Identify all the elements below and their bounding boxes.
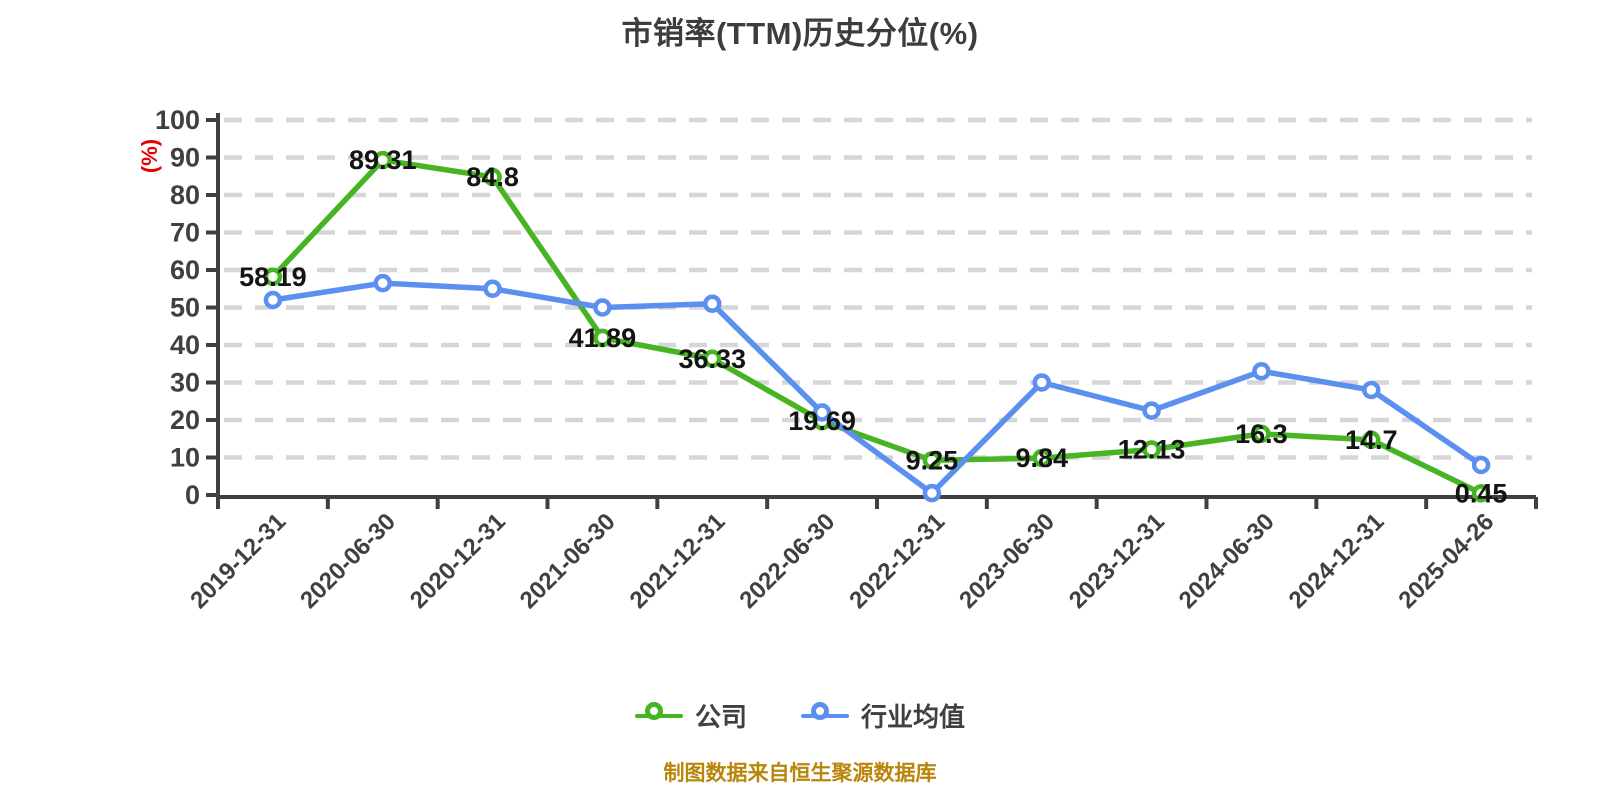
point-value-label: 14.7: [1345, 425, 1398, 455]
industry-series-label: 行业均值: [861, 702, 966, 732]
industry-average-point: [922, 483, 942, 503]
industry-average-point: [1471, 455, 1491, 475]
svg-text:2024-12-31: 2024-12-31: [1284, 508, 1390, 614]
point-value-label: 9.84: [1015, 443, 1068, 473]
company-point: [1032, 448, 1051, 468]
svg-text:2024-06-30: 2024-06-30: [1174, 508, 1280, 614]
point-value-label: 36.33: [678, 344, 746, 374]
industry-average-point: [1252, 362, 1271, 381]
svg-text:2023-06-30: 2023-06-30: [954, 508, 1060, 614]
company-point: [593, 328, 612, 348]
legend-circle-icon: [644, 701, 663, 720]
svg-text:60: 60: [170, 255, 200, 285]
data-source-note: 制图数据来自恒生聚源数据库: [663, 762, 937, 785]
svg-text:70: 70: [170, 218, 200, 248]
company-point: [483, 167, 502, 187]
svg-text:30: 30: [170, 368, 200, 398]
point-value-label: 12.13: [1118, 435, 1186, 465]
industry-series-marker-icon: [801, 701, 849, 731]
industry-average-point: [373, 273, 392, 293]
industry-average-point: [703, 294, 722, 313]
company-point: [1471, 484, 1491, 503]
industry-average-line: [270, 280, 1484, 496]
company-series-label: 公司: [694, 702, 747, 732]
legend: 公司 行业均值: [0, 697, 1600, 734]
industry-average-series: [263, 273, 1491, 503]
point-value-label: 89.31: [349, 145, 417, 175]
legend-item-industry-average[interactable]: 行业均值: [801, 697, 965, 734]
svg-text:2023-12-31: 2023-12-31: [1064, 508, 1170, 614]
point-value-label: 0.45: [1455, 478, 1508, 508]
svg-text:50: 50: [170, 293, 200, 323]
svg-text:2021-12-31: 2021-12-31: [625, 508, 731, 614]
svg-text:2025-04-26: 2025-04-26: [1393, 508, 1499, 614]
industry-average-point: [263, 290, 283, 310]
company-point: [703, 349, 722, 369]
industry-average-point: [1362, 380, 1381, 400]
y-axis-name: (%): [137, 139, 162, 173]
company-line: [270, 157, 1484, 497]
gridlines: [224, 117, 1532, 460]
x-tick-labels: 2019-12-31 2020-06-30 2020-12-31 2021-06-30…: [185, 508, 1499, 614]
industry-average-point: [593, 298, 612, 317]
company-point: [1252, 424, 1271, 444]
point-value-label: 19.69: [788, 406, 856, 436]
industry-average-point: [1142, 401, 1161, 420]
svg-text:2019-12-31: 2019-12-31: [185, 508, 291, 614]
legend-circle-icon: [811, 701, 829, 720]
legend-item-company[interactable]: 公司: [634, 697, 747, 734]
company-point-labels: 58.19 89.31 84.8 41.89 36.33 19.69 9.25 9.84 12.…: [239, 145, 1507, 508]
svg-text:0: 0: [185, 480, 200, 510]
company-point: [922, 451, 942, 470]
company-series: [263, 150, 1491, 503]
svg-text:40: 40: [170, 330, 200, 360]
svg-text:90: 90: [170, 143, 200, 173]
company-point: [373, 150, 392, 170]
svg-text:100: 100: [155, 105, 200, 135]
svg-text:2020-06-30: 2020-06-30: [295, 508, 401, 614]
svg-text:2022-06-30: 2022-06-30: [734, 508, 840, 614]
company-point: [263, 267, 283, 287]
point-value-label: 16.3: [1235, 419, 1288, 449]
point-value-label: 41.89: [569, 323, 637, 353]
svg-text:10: 10: [170, 443, 200, 473]
svg-text:2022-12-31: 2022-12-31: [844, 508, 950, 614]
point-value-label: 84.8: [466, 162, 519, 192]
company-series-marker-icon: [634, 701, 683, 731]
industry-average-point: [1032, 373, 1051, 392]
point-value-label: 58.19: [239, 262, 307, 292]
company-point: [1362, 430, 1381, 450]
svg-text:20: 20: [170, 405, 200, 435]
svg-text:2020-12-31: 2020-12-31: [405, 508, 511, 614]
svg-text:80: 80: [170, 180, 200, 210]
company-point: [1142, 440, 1161, 459]
svg-text:2021-06-30: 2021-06-30: [515, 508, 621, 614]
industry-average-point: [812, 403, 832, 422]
industry-average-point: [483, 279, 502, 298]
y-tick-labels: 0 10 20 30 40 50 60 70 80 90 100: [155, 105, 200, 510]
point-value-label: 9.25: [906, 445, 959, 475]
chart-title: 市销率(TTM)历史分位(%): [621, 16, 979, 51]
axes: [206, 113, 1538, 509]
